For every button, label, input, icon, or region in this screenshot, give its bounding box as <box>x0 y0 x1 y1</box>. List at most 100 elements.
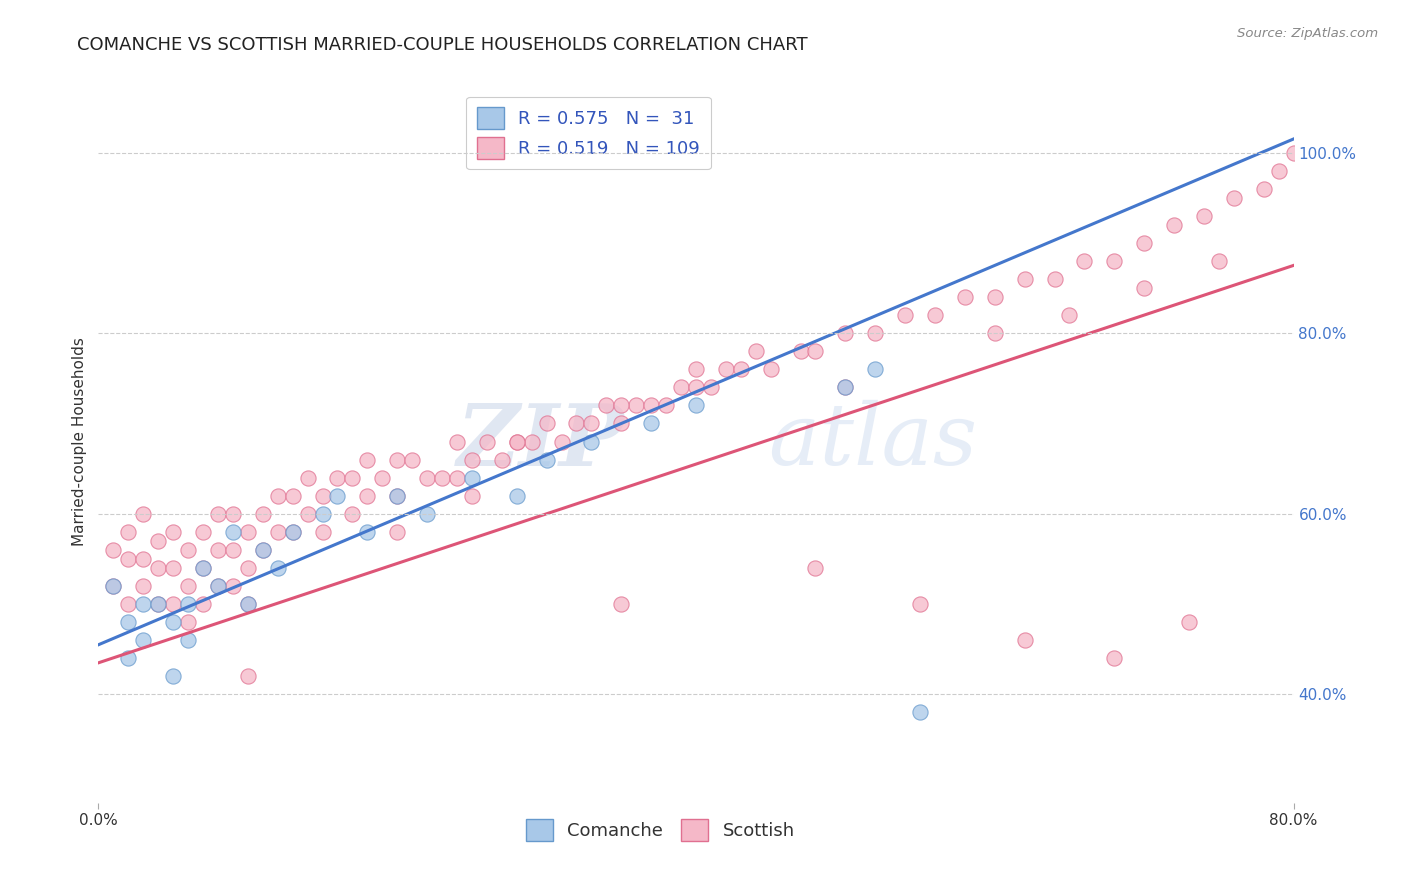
Point <box>177 579 200 593</box>
Point <box>804 344 827 359</box>
Point <box>1014 633 1036 648</box>
Point <box>626 398 648 412</box>
Point <box>908 706 931 720</box>
Point <box>789 344 811 359</box>
Point <box>385 524 409 539</box>
Point <box>162 524 184 539</box>
Point <box>1059 308 1081 322</box>
Point <box>117 651 139 665</box>
Point <box>416 507 439 521</box>
Point <box>191 561 214 575</box>
Point <box>326 489 349 503</box>
Point <box>1043 272 1066 286</box>
Point <box>506 434 529 449</box>
Point <box>1104 651 1126 665</box>
Point <box>610 417 633 431</box>
Point <box>162 597 184 611</box>
Point <box>281 489 304 503</box>
Point <box>640 398 662 412</box>
Point <box>103 579 125 593</box>
Point <box>236 597 259 611</box>
Point <box>311 507 333 521</box>
Point <box>177 633 200 648</box>
Point <box>908 597 931 611</box>
Point <box>550 434 572 449</box>
Point <box>834 326 856 341</box>
Point <box>385 489 409 503</box>
Point <box>430 471 453 485</box>
Point <box>865 362 887 376</box>
Point <box>984 290 1007 304</box>
Point <box>207 507 229 521</box>
Point <box>148 533 170 548</box>
Point <box>669 380 692 394</box>
Point <box>342 471 364 485</box>
Point <box>730 362 752 376</box>
Point <box>222 542 245 557</box>
Point <box>894 308 917 322</box>
Point <box>700 380 723 394</box>
Point <box>132 507 155 521</box>
Point <box>685 380 707 394</box>
Point <box>984 326 1007 341</box>
Point <box>177 542 200 557</box>
Point <box>132 552 155 566</box>
Point <box>446 434 468 449</box>
Point <box>1133 281 1156 295</box>
Point <box>148 561 170 575</box>
Point <box>536 452 558 467</box>
Point <box>207 542 229 557</box>
Point <box>103 579 125 593</box>
Point <box>640 417 662 431</box>
Point <box>385 452 409 467</box>
Point <box>177 615 200 630</box>
Point <box>804 561 827 575</box>
Point <box>759 362 782 376</box>
Legend: Comanche, Scottish: Comanche, Scottish <box>519 812 801 848</box>
Point <box>252 507 274 521</box>
Point <box>222 579 245 593</box>
Text: COMANCHE VS SCOTTISH MARRIED-COUPLE HOUSEHOLDS CORRELATION CHART: COMANCHE VS SCOTTISH MARRIED-COUPLE HOUS… <box>77 36 808 54</box>
Point <box>1104 254 1126 268</box>
Point <box>924 308 946 322</box>
Point <box>581 434 603 449</box>
Point <box>401 452 423 467</box>
Point <box>416 471 439 485</box>
Point <box>685 398 707 412</box>
Point <box>297 471 319 485</box>
Point <box>311 489 333 503</box>
Point <box>267 561 290 575</box>
Point <box>162 669 184 683</box>
Point <box>655 398 678 412</box>
Point <box>267 489 290 503</box>
Point <box>222 524 245 539</box>
Point <box>103 542 125 557</box>
Point <box>461 471 484 485</box>
Point <box>1178 615 1201 630</box>
Text: atlas: atlas <box>768 401 977 483</box>
Point <box>236 597 259 611</box>
Point <box>595 398 617 412</box>
Point <box>177 597 200 611</box>
Point <box>148 597 170 611</box>
Point <box>446 471 468 485</box>
Point <box>117 552 139 566</box>
Point <box>342 507 364 521</box>
Point <box>581 417 603 431</box>
Point <box>191 524 214 539</box>
Point <box>565 417 588 431</box>
Point <box>745 344 768 359</box>
Point <box>236 669 259 683</box>
Point <box>162 615 184 630</box>
Point <box>506 489 529 503</box>
Point <box>685 362 707 376</box>
Point <box>356 524 378 539</box>
Point <box>191 597 214 611</box>
Point <box>356 452 378 467</box>
Point <box>1163 218 1185 232</box>
Point <box>162 561 184 575</box>
Point <box>461 452 484 467</box>
Point <box>252 542 274 557</box>
Point <box>491 452 513 467</box>
Point <box>326 471 349 485</box>
